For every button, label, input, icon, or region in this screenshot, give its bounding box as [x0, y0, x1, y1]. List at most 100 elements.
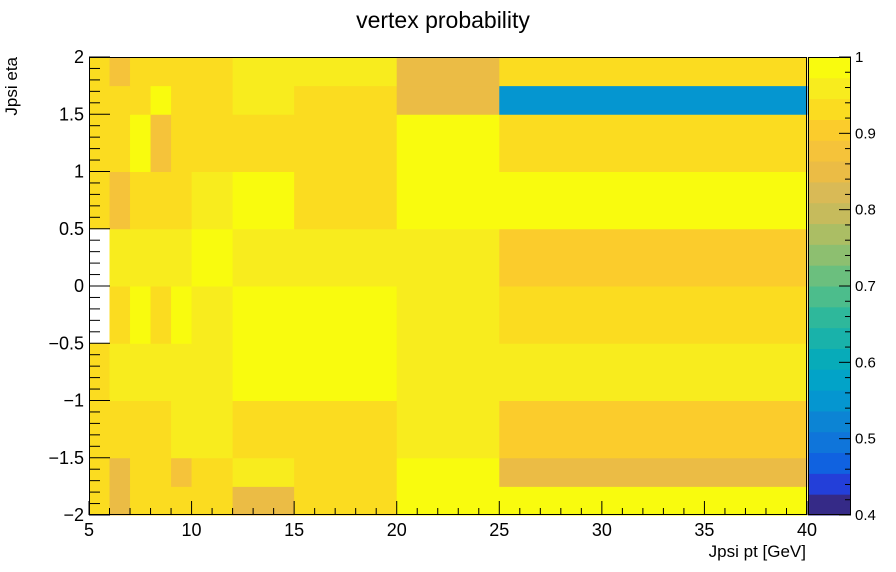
colorbar-tick-label: 0.7 [855, 278, 876, 295]
heatmap-cell [232, 114, 295, 172]
colorbar-band [808, 369, 851, 391]
colorbar-band [808, 181, 851, 204]
y-tick-label: 1 [74, 162, 84, 182]
heatmap-cell [130, 486, 152, 516]
heatmap-cell [171, 57, 193, 87]
heatmap-cell [130, 228, 152, 287]
heatmap-cell [89, 343, 111, 401]
heatmap-cell [499, 228, 808, 287]
colorbar-band [808, 390, 851, 412]
colorbar-band [808, 494, 851, 516]
colorbar-band [808, 348, 851, 370]
y-tick-label: −2 [63, 505, 84, 525]
heatmap-cell [89, 486, 111, 516]
heatmap-cell [232, 343, 295, 401]
heatmap-cell [171, 114, 193, 172]
x-tick-label: 25 [489, 520, 509, 540]
colorbar-band [808, 77, 851, 100]
heatmap-cell [294, 486, 398, 516]
heatmap-cell [89, 400, 111, 459]
heatmap-cell [499, 171, 808, 230]
chart-title: vertex probability [356, 7, 530, 33]
y-tick-label: 0 [74, 276, 84, 296]
colorbar-band [808, 119, 851, 141]
heatmap-cell [499, 114, 808, 172]
heatmap-cell [499, 400, 808, 459]
heatmap-cell [130, 457, 152, 487]
heatmap-cell [130, 286, 152, 344]
heatmap-cell [232, 486, 295, 516]
heatmap-cell [130, 114, 152, 172]
y-tick-label: 1.5 [59, 104, 84, 124]
heatmap-cell [294, 457, 398, 487]
heatmap-cell [171, 400, 193, 459]
colorbar-tick-label: 0.6 [855, 354, 876, 371]
heatmap-cell [191, 171, 234, 230]
x-tick-label: 15 [284, 520, 304, 540]
colorbar-band [808, 265, 851, 287]
heatmap-cell [499, 486, 808, 516]
colorbar-band [808, 306, 851, 329]
colorbar-band [808, 57, 851, 79]
heatmap-cell [109, 57, 131, 87]
heatmap-cell [191, 343, 234, 401]
heatmap-cell [294, 85, 398, 115]
heatmap-cell [232, 228, 295, 287]
heatmap-cell [191, 228, 234, 287]
colorbar-band [808, 473, 851, 495]
heatmap-cell [396, 400, 500, 459]
heatmap-cell [294, 171, 398, 230]
heatmap-cell [294, 57, 398, 87]
y-tick-label: −1.5 [48, 448, 84, 468]
heatmap-cell [171, 85, 193, 115]
colorbar-band [808, 202, 851, 225]
colorbar-band [808, 161, 851, 183]
y-axis-title: Jpsi eta [2, 56, 21, 115]
heatmap-cell [396, 457, 500, 487]
x-axis-title: Jpsi pt [GeV] [709, 542, 806, 561]
heatmap-cell [150, 343, 172, 401]
heatmap-cell [396, 171, 500, 230]
heatmap-cell [191, 457, 234, 487]
heatmap-cell [191, 85, 234, 115]
heatmap-cell [294, 343, 398, 401]
heatmap-cell [109, 171, 131, 230]
heatmap-cell [109, 85, 131, 115]
heatmap-cell [191, 114, 234, 172]
heatmap-cell [109, 400, 131, 459]
heatmap-cell [150, 486, 172, 516]
heatmap-cell [294, 286, 398, 344]
y-tick-label: −0.5 [48, 333, 84, 353]
colorbar-tick-label: 0.4 [855, 507, 876, 524]
heatmap-cell [232, 85, 295, 115]
heatmap-cell [294, 114, 398, 172]
heatmap-cell [150, 57, 172, 87]
heatmap-cell [130, 85, 152, 115]
heatmap-cell [150, 228, 172, 287]
heatmap-cell [89, 171, 111, 230]
heatmap-cell [232, 171, 295, 230]
heatmap-cell [191, 57, 234, 87]
heatmap-cell [109, 457, 131, 487]
colorbar-band [808, 286, 851, 308]
heatmap-cell [150, 400, 172, 459]
heatmap-cell [109, 114, 131, 172]
heatmap-cell [499, 286, 808, 344]
heatmap-cell [89, 57, 111, 87]
colorbar-band [808, 410, 851, 433]
heatmap-cell [191, 286, 234, 344]
y-tick-label: −1 [63, 391, 84, 411]
heatmap-cell [150, 85, 172, 115]
heatmap-cell [130, 343, 152, 401]
colorbar-band [808, 327, 851, 349]
heatmap-cell [150, 286, 172, 344]
colorbar-band [808, 98, 851, 120]
heatmap-cell [150, 114, 172, 172]
heatmap-cell [89, 114, 111, 172]
heatmap-cell [150, 457, 172, 487]
heatmap-cell [191, 400, 234, 459]
x-tick-label: 20 [387, 520, 407, 540]
heatmap-cell [396, 228, 500, 287]
y-tick-label: 2 [74, 47, 84, 67]
